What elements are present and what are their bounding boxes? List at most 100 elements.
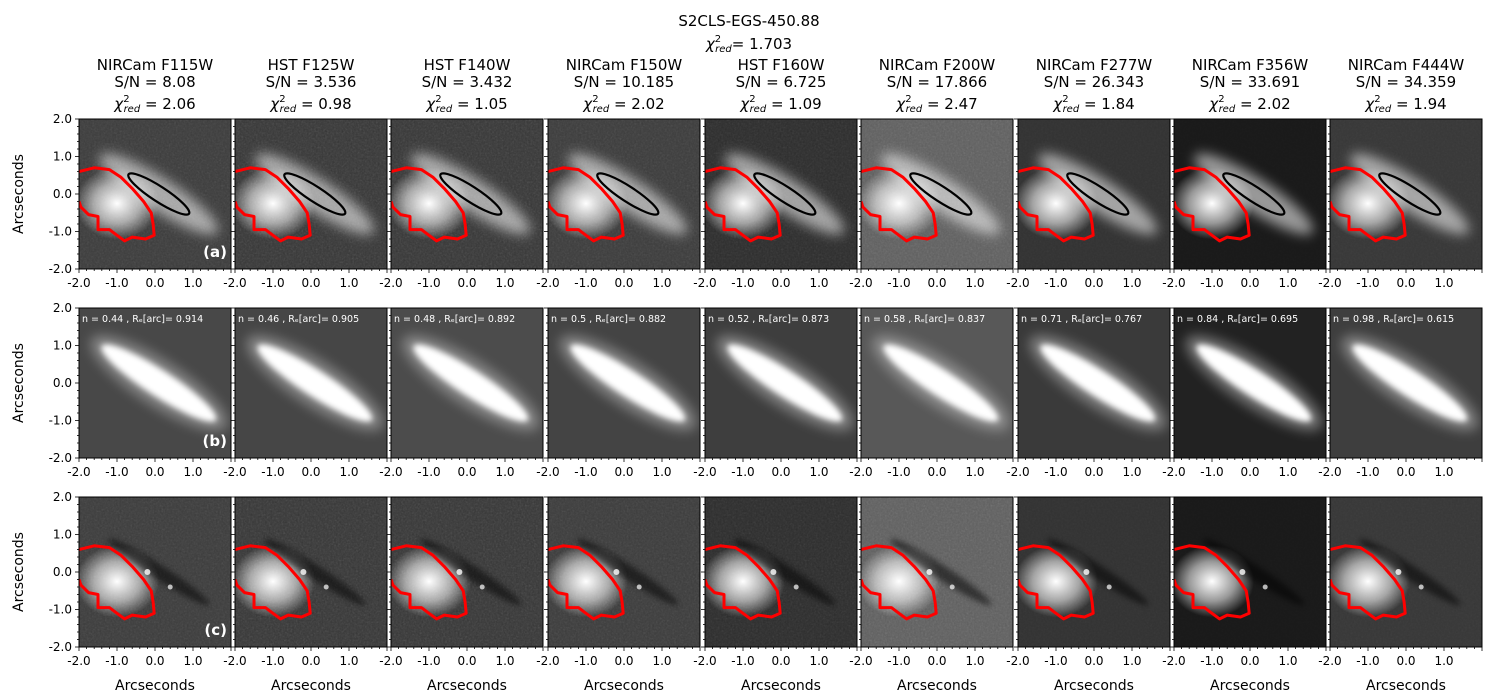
panel-image — [1018, 497, 1170, 647]
x-tick-label: 0.0 — [1084, 465, 1103, 479]
panel-image — [705, 119, 857, 269]
x-axis: -2.0 -1.0 0.0 1.0 — [536, 269, 701, 290]
residual-spot — [167, 584, 173, 590]
panel-data-1: -2.0 -1.0 0.0 1.0 2.0 1.0 0.0 -1.0 -2.0 Arcsecond… — [11, 56, 232, 290]
x-tick-label: -1.0 — [261, 654, 284, 668]
x-axis: -2.0 -1.0 0.0 1.0 — [536, 458, 701, 479]
red-region-contour — [1174, 544, 1251, 621]
x-tick-label: -1.0 — [731, 654, 754, 668]
x-tick-label: -1.0 — [1356, 276, 1379, 290]
x-tick-label: 1.0 — [495, 654, 514, 668]
x-tick-label: 0.0 — [1396, 465, 1415, 479]
residual-spot — [456, 569, 463, 575]
red-region-contour — [861, 166, 938, 243]
x-tick-label: -2.0 — [379, 276, 402, 290]
x-tick-label: -2.0 — [379, 465, 402, 479]
x-tick-label: -2.0 — [849, 465, 872, 479]
y-axis — [1326, 496, 1330, 648]
band-chi2: χ2 red = 0.98 — [269, 94, 351, 115]
y-tick-label: 1.0 — [53, 339, 72, 353]
model-galaxy — [257, 344, 373, 422]
x-tick-label: 0.0 — [927, 654, 946, 668]
y-tick-label: -2.0 — [49, 640, 72, 654]
x-tick-label: 1.0 — [1122, 654, 1141, 668]
x-axis: -2.0 -1.0 0.0 1.0 Arcseconds — [1318, 647, 1483, 694]
aperture-ellipse — [909, 172, 973, 216]
aperture-ellipse — [439, 172, 503, 216]
band-sn: S/N = 8.08 — [114, 73, 195, 91]
red-region-contour — [705, 166, 782, 243]
x-tick-label: -2.0 — [67, 654, 90, 668]
x-tick-label: 0.0 — [1084, 276, 1103, 290]
y-axis — [1170, 496, 1174, 648]
residual-spot — [613, 569, 620, 575]
x-axis: -2.0 -1.0 0.0 1.0 Arcseconds — [223, 647, 388, 694]
model-galaxy — [101, 344, 217, 422]
x-tick-label: 0.0 — [927, 465, 946, 479]
panel-image — [1330, 308, 1482, 458]
x-axis-label: Arcseconds — [1210, 678, 1290, 694]
sersic-label: n = 0.71 , Rₑ[arc]= 0.767 — [1021, 314, 1142, 325]
x-axis: -2.0 -1.0 0.0 1.0 — [67, 458, 232, 479]
y-axis: 2.0 1.0 0.0 -1.0 -2.0 Arcseconds — [11, 112, 79, 276]
band-name: NIRCam F444W — [1348, 56, 1465, 74]
x-tick-label: 1.0 — [495, 465, 514, 479]
x-tick-label: 0.0 — [1240, 654, 1259, 668]
red-region-contour — [79, 166, 156, 243]
band-name: NIRCam F150W — [566, 56, 683, 74]
residual-spot — [1262, 584, 1268, 590]
x-tick-label: 0.0 — [1084, 654, 1103, 668]
panel-model-8: n = 0.84 , Rₑ[arc]= 0.695 -2.0 -1.0 0.0 1.0 — [1162, 307, 1327, 479]
x-axis: -2.0 -1.0 0.0 1.0 — [1318, 458, 1483, 479]
x-axis: -2.0 -1.0 0.0 1.0 — [693, 458, 858, 479]
sersic-label: n = 0.84 , Rₑ[arc]= 0.695 — [1177, 314, 1298, 325]
x-tick-label: -1.0 — [105, 465, 128, 479]
x-tick-label: 0.0 — [457, 465, 476, 479]
x-tick-label: 1.0 — [965, 654, 984, 668]
panel-model-2: n = 0.46 , Rₑ[arc]= 0.905 -2.0 -1.0 0.0 1.0 — [223, 307, 388, 479]
x-tick-label: 0.0 — [771, 276, 790, 290]
band-chi2: χ2 red = 1.05 — [425, 94, 507, 115]
panel-residual-1: -2.0 -1.0 0.0 1.0Arcseconds2.01.00.0-1.0-2.… — [11, 490, 232, 694]
panel-image — [1174, 497, 1326, 647]
aperture-ellipse — [753, 172, 817, 216]
residual-spot — [144, 569, 151, 575]
panel-image — [548, 497, 700, 647]
y-tick-label: -2.0 — [49, 451, 72, 465]
y-axis — [1014, 496, 1018, 648]
x-axis: -2.0 -1.0 0.0 1.0 — [379, 269, 544, 290]
sersic-label: n = 0.48 , Rₑ[arc]= 0.892 — [394, 314, 515, 325]
x-tick-label: -1.0 — [887, 276, 910, 290]
panel-image — [1330, 497, 1482, 647]
panel-image — [1174, 308, 1326, 458]
red-region-contour — [1018, 544, 1095, 621]
x-tick-label: 1.0 — [809, 654, 828, 668]
panel-image — [1018, 308, 1170, 458]
x-tick-label: 1.0 — [1122, 276, 1141, 290]
sersic-label: n = 0.58 , Rₑ[arc]= 0.837 — [864, 314, 985, 325]
model-galaxy — [1040, 344, 1156, 422]
x-tick-label: 0.0 — [771, 654, 790, 668]
residual-spot — [949, 584, 955, 590]
panel-model-7: n = 0.71 , Rₑ[arc]= 0.767 -2.0 -1.0 0.0 1.0 — [1006, 307, 1171, 479]
panel-image — [235, 308, 387, 458]
x-tick-label: 1.0 — [1278, 276, 1297, 290]
x-axis: -2.0 -1.0 0.0 1.0 Arcseconds — [1162, 647, 1327, 694]
y-axis-label: Arcseconds — [11, 343, 27, 423]
x-tick-label: 1.0 — [809, 276, 828, 290]
x-tick-label: -1.0 — [105, 276, 128, 290]
x-axis: -2.0 -1.0 0.0 1.0 Arcseconds — [67, 647, 232, 694]
x-tick-label: -2.0 — [693, 465, 716, 479]
sersic-label: n = 0.46 , Rₑ[arc]= 0.905 — [238, 314, 359, 325]
red-region-contour — [391, 166, 468, 243]
aperture-ellipse — [127, 172, 191, 216]
panel-image — [391, 119, 543, 269]
red-region-contour — [391, 544, 468, 621]
x-axis: -2.0 -1.0 0.0 1.0 Arcseconds — [1006, 647, 1171, 694]
panel-image — [235, 497, 387, 647]
x-axis: -2.0 -1.0 0.0 1.0 Arcseconds — [849, 647, 1014, 694]
x-tick-label: -2.0 — [536, 465, 559, 479]
y-axis — [387, 307, 391, 459]
